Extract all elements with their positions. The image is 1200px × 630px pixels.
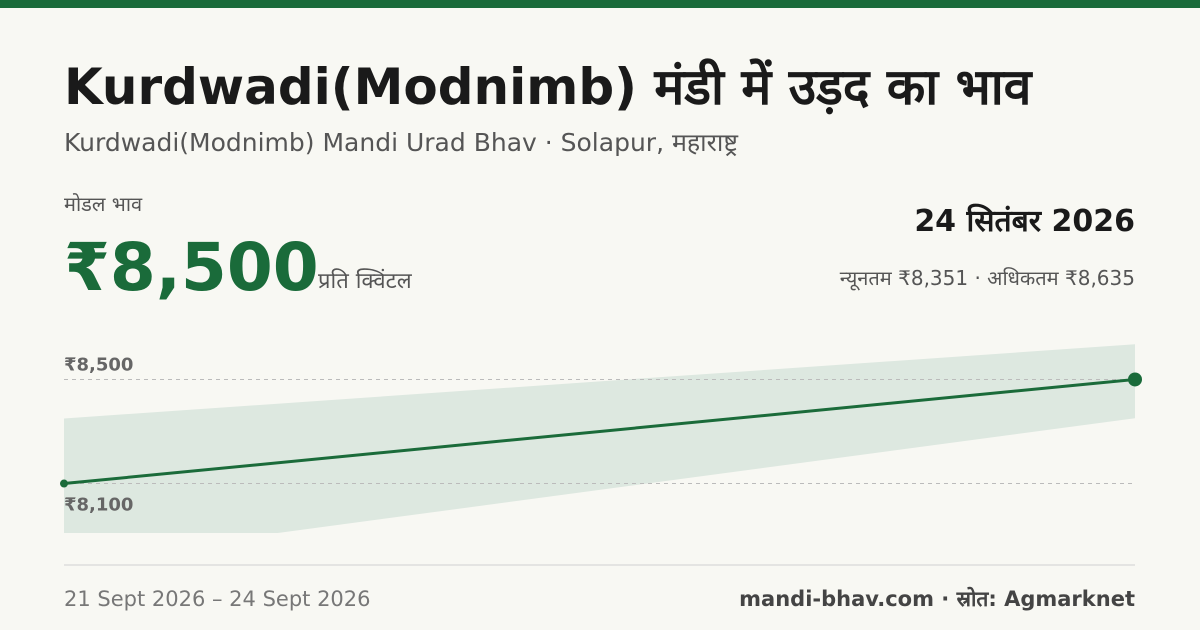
title: Kurdwadi(Modnimb) मंडी में उड़द का भाव (64, 58, 1034, 116)
source: mandi-bhav.com · स्रोत: Agmarknet (739, 586, 1135, 611)
price-date: 24 सितंबर 2026 (914, 203, 1135, 239)
price-label: मोडल भाव (64, 192, 143, 216)
data-point (1128, 372, 1142, 387)
chart: ₹8,500 ₹8,100 (60, 344, 1142, 533)
top-bar (0, 0, 1200, 8)
modal-price: ₹8,500 (64, 229, 319, 306)
y-tick-label: ₹8,500 (64, 354, 133, 375)
price-range: न्यूनतम ₹8,351 · अधिकतम ₹8,635 (840, 266, 1135, 291)
price-line (63, 377, 1136, 486)
data-point (60, 479, 68, 488)
date-range: 21 Sept 2026 – 24 Sept 2026 (64, 587, 371, 611)
range-band (64, 344, 1135, 533)
price-unit: प्रति क्विंटल (318, 268, 413, 294)
subtitle: Kurdwadi(Modnimb) Mandi Urad Bhav · Sola… (64, 128, 738, 157)
y-tick-label: ₹8,100 (64, 495, 133, 516)
